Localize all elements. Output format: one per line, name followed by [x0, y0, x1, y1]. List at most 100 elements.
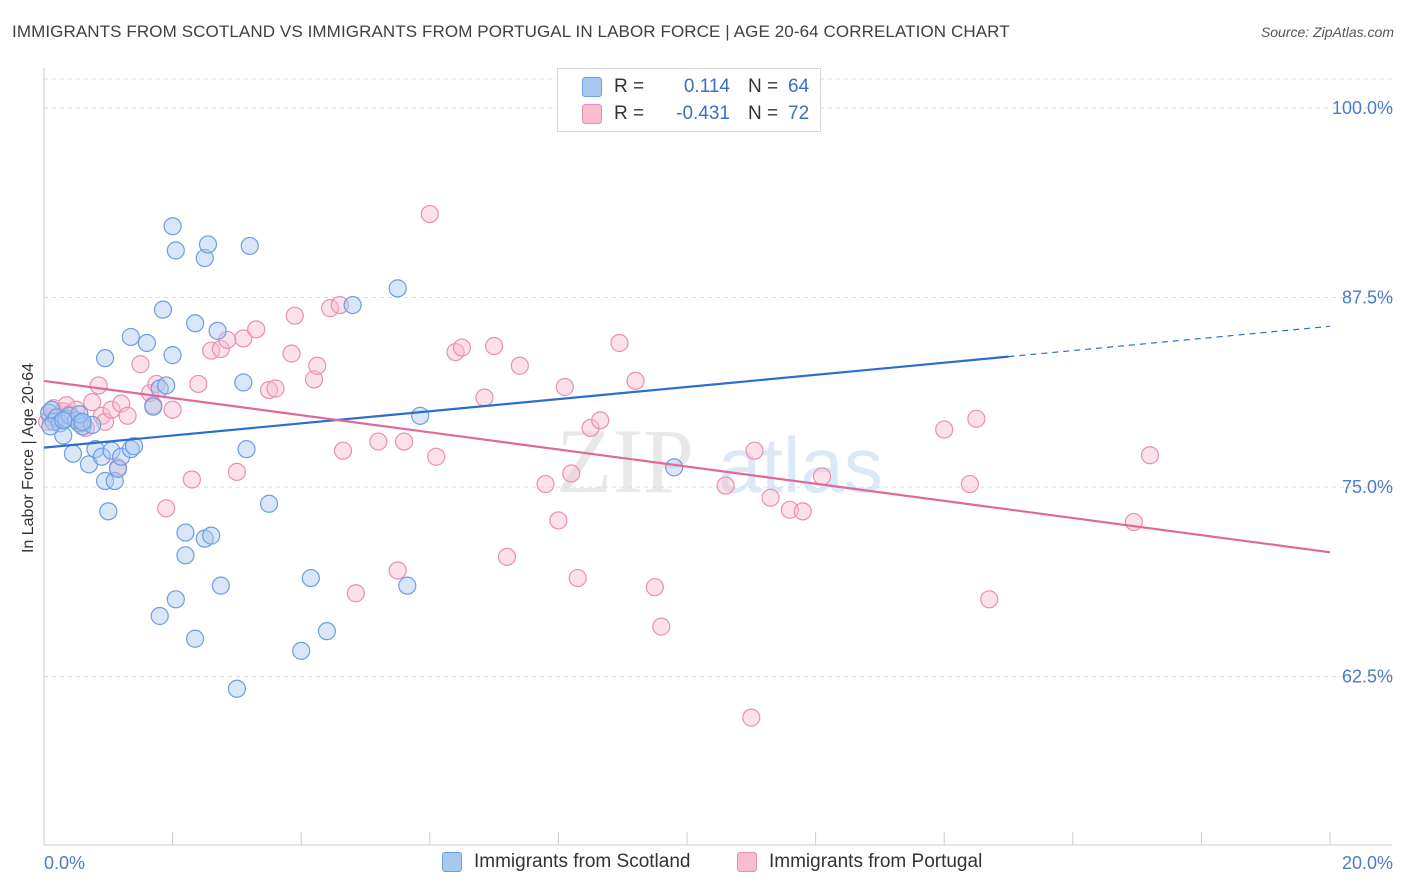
portugal-point	[745, 441, 764, 460]
x-tick-label: 0.0%	[44, 853, 85, 873]
scotland-point	[150, 606, 169, 626]
portugal-point	[935, 420, 954, 439]
scotland-point	[153, 300, 173, 319]
scotland-point	[95, 471, 115, 491]
portugal-n-value: 72	[788, 103, 810, 124]
scotland-point	[202, 526, 221, 545]
portugal-point	[285, 306, 304, 325]
portugal-point	[308, 356, 327, 375]
y-axis-label: In Labor Force | Age 20-64	[20, 363, 37, 553]
axes	[43, 68, 1392, 846]
portugal-point	[652, 617, 671, 636]
portugal-point	[591, 411, 610, 430]
portugal-point	[131, 355, 150, 374]
scotland-point	[95, 349, 115, 368]
scotland-point	[388, 279, 407, 298]
portugal-point	[189, 374, 208, 394]
scotland-n-label: N =	[748, 76, 779, 97]
portugal-point	[761, 488, 780, 507]
portugal-r-label: R =	[614, 103, 645, 124]
portugal-point	[475, 388, 494, 407]
scotland-point	[237, 440, 256, 459]
portugal-point	[568, 568, 587, 588]
scotland-point	[198, 235, 218, 254]
scotland-point	[121, 440, 140, 459]
scotland-point	[665, 458, 684, 477]
scotland-point	[144, 397, 163, 416]
portugal-point	[333, 441, 353, 460]
scotland-point	[63, 444, 83, 463]
portugal-point	[980, 590, 999, 609]
watermark: ZIP atlas	[556, 410, 883, 512]
portugal-point	[369, 432, 388, 451]
y-tick-label: 100.0%	[1332, 98, 1393, 118]
portugal-point	[388, 561, 407, 580]
portugal-point	[452, 338, 472, 357]
portugal-n-label: N =	[748, 103, 779, 124]
scotland-legend-label: Immigrants from Scotland	[474, 851, 691, 872]
portugal-point	[182, 470, 201, 489]
bottom-legend-portugal[interactable]: Immigrants from Portugal	[737, 851, 982, 873]
scotland-point	[157, 376, 176, 395]
scotland-point	[227, 679, 246, 698]
portugal-point	[497, 547, 517, 566]
legend-row-portugal: R = -0.431 N = 72	[582, 102, 809, 126]
scotland-n-value: 64	[788, 76, 810, 97]
scotland-point	[176, 523, 195, 542]
portugal-point	[102, 400, 121, 419]
portugal-trend-line	[43, 379, 1331, 554]
portugal-point	[645, 578, 664, 597]
scotland-point	[112, 447, 131, 466]
scotland-point	[292, 641, 311, 660]
portugal-point	[1140, 446, 1160, 465]
portugal-point	[960, 474, 980, 494]
scotland-point	[137, 333, 156, 353]
x-tick-labels: 0.0% 20.0%	[44, 853, 1393, 873]
trend-lines	[43, 325, 1331, 554]
scotland-point	[163, 346, 182, 365]
portugal-point	[346, 584, 365, 603]
scotland-r-value: 0.114	[683, 76, 730, 97]
y-tick-label: 75.0%	[1342, 477, 1393, 497]
scotland-point	[121, 327, 140, 347]
portugal-point	[211, 339, 230, 359]
stats-legend: R = 0.114 N = 64 R = -0.431 N = 72	[557, 68, 821, 132]
portugal-r-value: -0.431	[676, 103, 730, 124]
portugal-point	[218, 330, 237, 350]
portugal-legend-swatch	[737, 852, 757, 872]
portugal-point	[626, 371, 645, 391]
portugal-point	[89, 376, 108, 395]
y-tick-labels: 62.5% 75.0% 87.5% 100.0%	[1332, 98, 1393, 687]
scotland-point	[195, 248, 214, 268]
scotland-point	[166, 241, 185, 260]
portugal-swatch	[582, 104, 602, 124]
portugal-point	[427, 447, 446, 466]
watermark-zip: ZIP	[556, 410, 694, 512]
portugal-point	[549, 511, 568, 530]
portugal-point	[510, 356, 529, 375]
portugal-point	[812, 467, 832, 486]
scotland-point	[186, 314, 205, 333]
portugal-point	[394, 432, 414, 451]
portugal-point	[967, 409, 986, 428]
legend-row-scotland: R = 0.114 N = 64	[582, 75, 809, 99]
bottom-legend-scotland[interactable]: Immigrants from Scotland	[442, 851, 690, 873]
scotland-point	[234, 373, 253, 392]
scotland-point	[186, 629, 205, 648]
x-tick-label: 20.0%	[1342, 853, 1393, 873]
portugal-point	[83, 393, 102, 412]
portugal-point	[234, 329, 253, 348]
scotland-point	[54, 411, 73, 430]
portugal-point	[157, 499, 176, 518]
watermark-atlas: atlas	[718, 421, 883, 509]
scotland-point	[163, 217, 182, 236]
scotland-point	[176, 546, 195, 565]
scotland-trend-extension	[1008, 325, 1331, 358]
portugal-point	[420, 204, 439, 224]
scotland-point	[343, 295, 362, 315]
portugal-point	[266, 379, 285, 398]
scotland-point	[73, 412, 92, 431]
portugal-point	[247, 320, 266, 339]
portugal-legend-label: Immigrants from Portugal	[769, 851, 983, 872]
portugal-points	[38, 204, 1160, 727]
